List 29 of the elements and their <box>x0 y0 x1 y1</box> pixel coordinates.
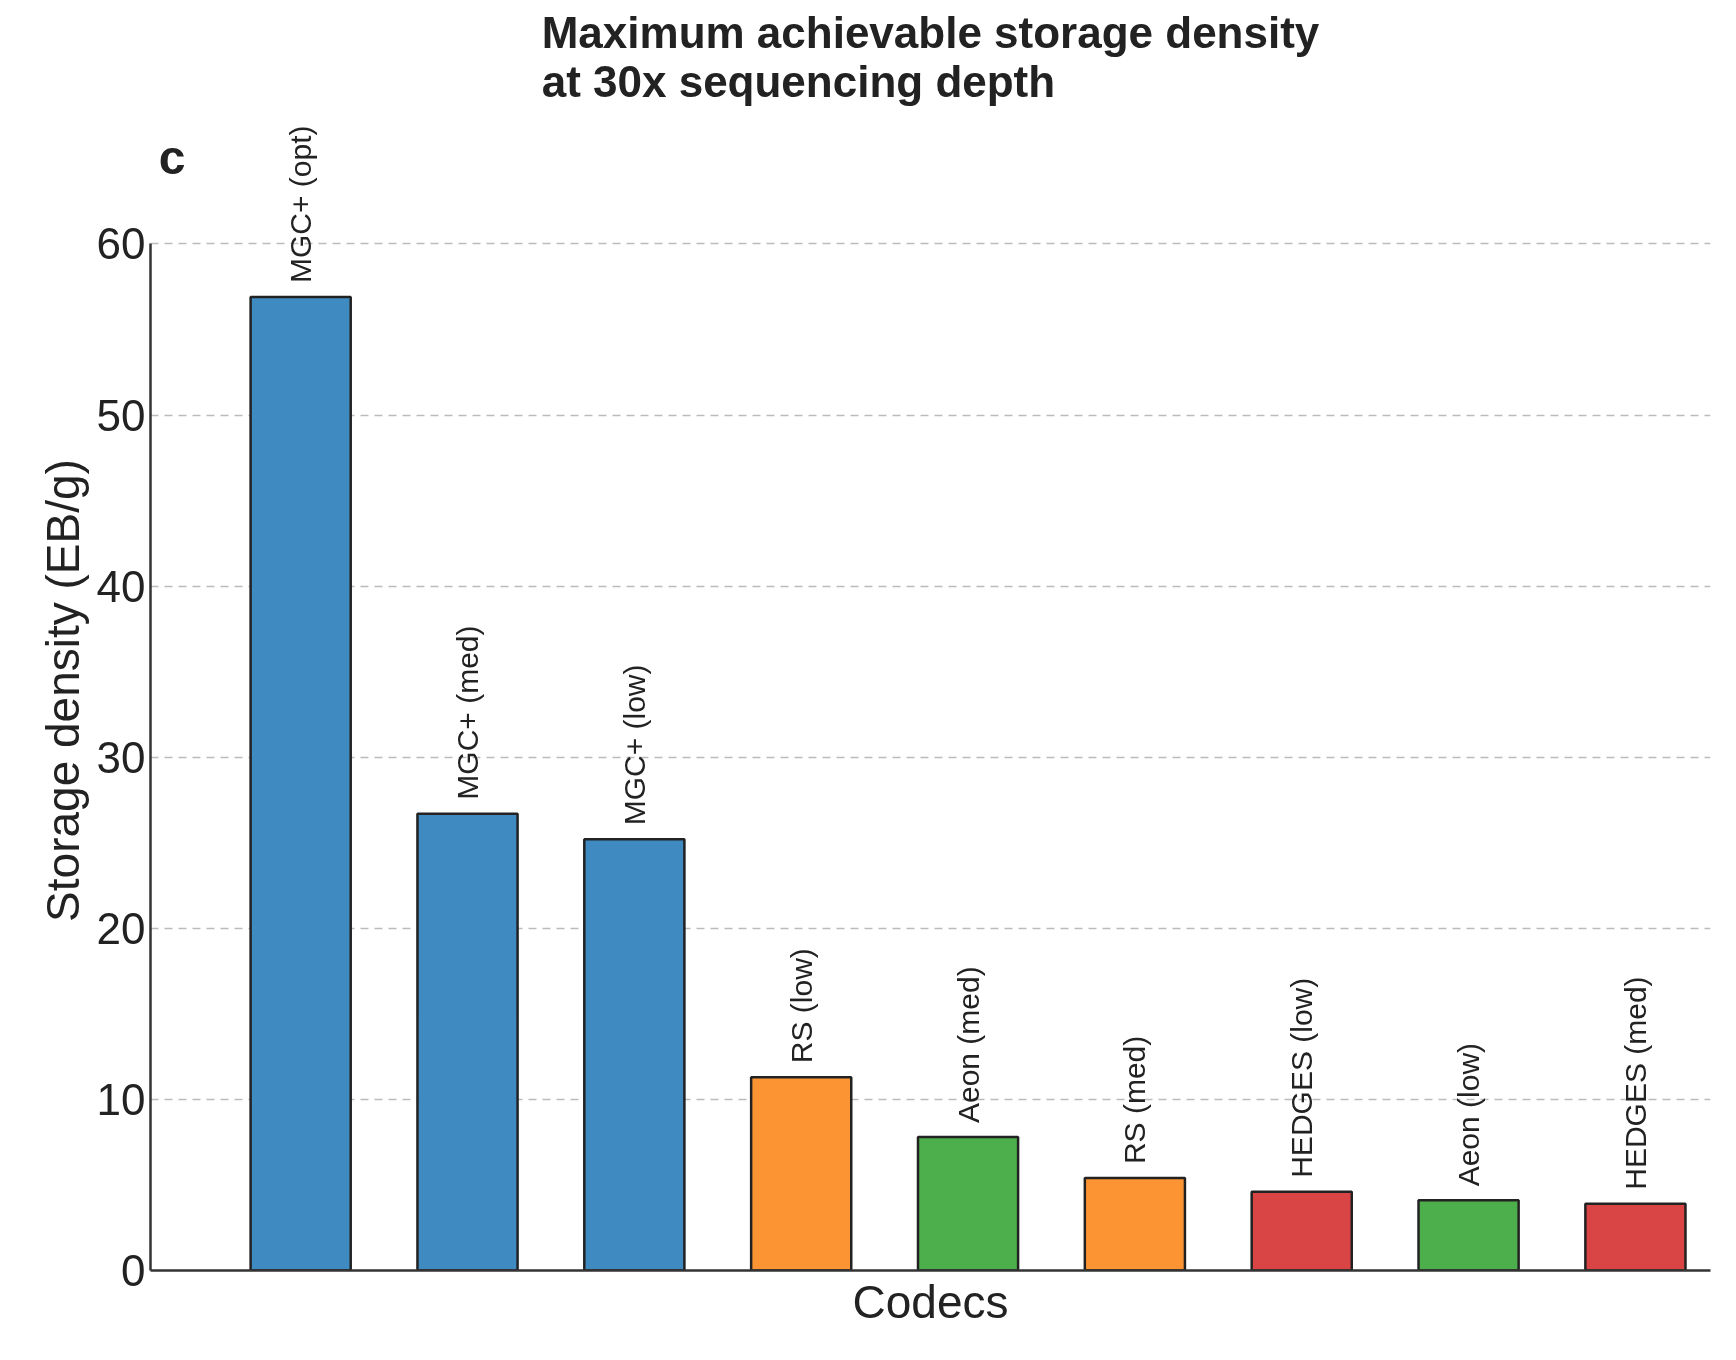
x-tick-label: Aeon (low) <box>1452 1042 1486 1187</box>
x-tick-label: HEDGES (med) <box>1618 976 1652 1190</box>
bar <box>1250 1190 1354 1271</box>
bar <box>916 1135 1020 1271</box>
y-axis-title: Storage density (EB/g) <box>36 459 89 922</box>
x-tick-label: MGC+ (med) <box>451 625 485 800</box>
y-tick-label: 50 <box>96 390 146 440</box>
x-tick-label: HEDGES (low) <box>1285 977 1319 1178</box>
bar <box>416 812 519 1271</box>
x-tick-label: RS (low) <box>784 948 818 1064</box>
y-tick-label: 40 <box>96 561 146 611</box>
y-tick-label: 30 <box>96 732 146 782</box>
x-axis-title: Codecs <box>852 1275 1009 1328</box>
bar <box>749 1075 853 1271</box>
bar <box>1417 1199 1520 1271</box>
y-tick-label: 20 <box>96 903 146 953</box>
bar <box>1584 1202 1687 1271</box>
text: c <box>158 130 186 184</box>
bar <box>583 838 686 1271</box>
x-tick-label: RS (med) <box>1118 1035 1152 1165</box>
chart-title: Maximum achievable storage density at 30x sequencing depth <box>541 7 1320 106</box>
x-tick-label: Aeon (med) <box>951 966 985 1124</box>
y-tick-label: 0 <box>121 1246 146 1295</box>
x-tick-label: MGC+ (opt) <box>284 125 318 283</box>
bar <box>1083 1176 1187 1271</box>
x-tick-label: MGC+ (low) <box>617 664 651 826</box>
y-tick-label: 10 <box>96 1074 146 1124</box>
bar <box>249 295 352 1271</box>
y-tick-label: 60 <box>96 219 146 269</box>
